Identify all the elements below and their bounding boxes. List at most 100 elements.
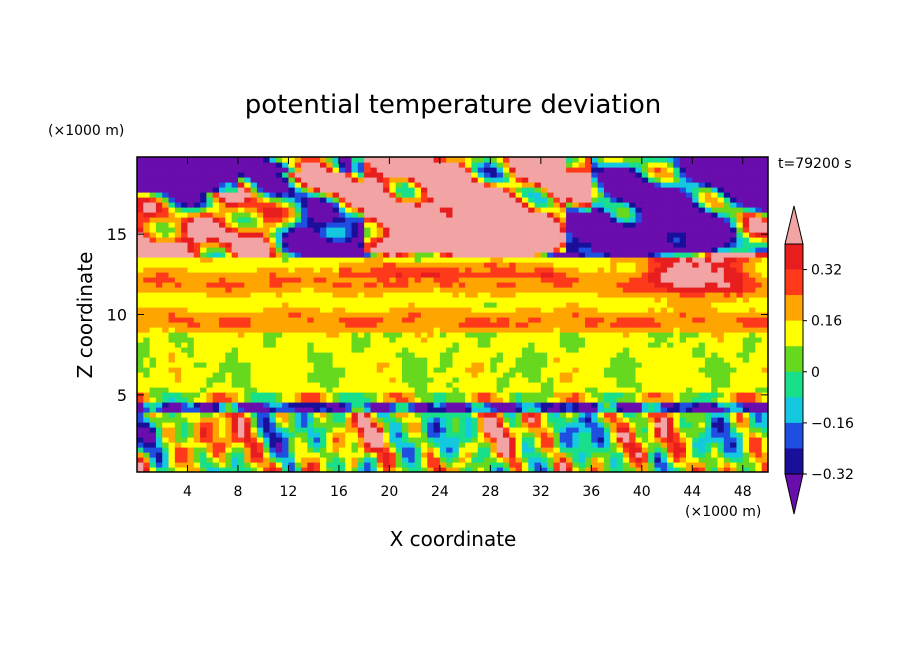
field-cell [269, 317, 277, 323]
field-cell [155, 287, 163, 293]
field-cell [357, 337, 365, 343]
field-cell [402, 382, 409, 388]
field-cell [591, 207, 599, 213]
field-cell [137, 217, 144, 223]
field-cell [250, 362, 258, 368]
field-cell [181, 202, 189, 208]
field-cell [395, 277, 403, 283]
field-cell [332, 427, 340, 433]
field-cell [528, 332, 536, 338]
field-cell [433, 362, 441, 368]
field-cell [326, 432, 334, 438]
field-cell [446, 162, 454, 168]
field-cell [591, 342, 599, 348]
field-cell [395, 177, 403, 183]
field-cell [250, 252, 258, 258]
field-cell [301, 207, 308, 213]
field-cell [471, 217, 479, 223]
field-cell [572, 252, 580, 258]
field-cell [591, 182, 599, 188]
field-cell [244, 207, 252, 213]
field-cell [313, 327, 321, 333]
field-cell [452, 192, 460, 198]
field-cell [427, 467, 435, 472]
field-cell [559, 297, 567, 303]
field-cell [155, 242, 163, 248]
field-cell [528, 382, 536, 388]
field-cell [357, 392, 365, 398]
field-cell [181, 357, 189, 363]
field-cell [559, 177, 567, 183]
field-cell [237, 172, 245, 178]
field-cell [528, 352, 536, 358]
field-cell [616, 392, 624, 398]
field-cell [528, 222, 536, 228]
field-cell [446, 447, 454, 453]
field-cell [635, 457, 643, 463]
field-cell [389, 347, 397, 353]
field-cell [263, 457, 271, 463]
field-cell [622, 337, 630, 343]
field-cell [559, 307, 567, 313]
field-cell [484, 427, 491, 433]
field-cell [509, 362, 517, 368]
field-cell [244, 442, 252, 448]
field-cell [408, 367, 416, 373]
field-cell [149, 372, 157, 378]
field-cell [553, 167, 561, 173]
field-cell [465, 357, 473, 363]
field-cell [332, 407, 340, 413]
field-cell [357, 377, 365, 383]
field-cell [578, 447, 586, 453]
field-cell [307, 367, 315, 373]
field-cell [477, 187, 485, 193]
field-cell [414, 292, 422, 298]
field-cell [566, 347, 573, 353]
field-cell [395, 337, 403, 343]
field-cell [269, 292, 277, 298]
field-cell [275, 262, 283, 268]
field-cell [383, 212, 390, 218]
field-cell [149, 212, 157, 218]
field-cell [168, 337, 176, 343]
field-cell [553, 457, 561, 463]
field-cell [446, 442, 454, 448]
field-cell [307, 212, 315, 218]
field-cell [275, 202, 283, 208]
field-cell [357, 422, 365, 428]
field-cell [168, 397, 176, 403]
field-cell [484, 382, 491, 388]
field-cell [414, 287, 422, 293]
field-cell [629, 217, 637, 223]
field-cell [446, 297, 454, 303]
field-cell [414, 247, 422, 253]
field-cell [616, 457, 624, 463]
field-cell [591, 467, 599, 472]
field-cell [155, 422, 163, 428]
field-cell [578, 237, 586, 243]
field-cell [452, 207, 460, 213]
field-cell [187, 202, 195, 208]
field-cell [206, 207, 214, 213]
field-cell [528, 347, 536, 353]
field-cell [389, 467, 397, 472]
field-cell [496, 172, 504, 178]
field-cell [370, 342, 378, 348]
field-cell [193, 182, 201, 188]
field-cell [597, 192, 605, 198]
field-cell [364, 227, 372, 233]
field-cell [212, 212, 220, 218]
field-cell [502, 377, 510, 383]
field-cell [616, 337, 624, 343]
field-cell [427, 207, 435, 213]
field-cell [597, 307, 605, 313]
field-cell [364, 277, 372, 283]
field-cell [427, 197, 435, 203]
field-cell [414, 392, 422, 398]
field-cell [471, 442, 479, 448]
field-cell [313, 417, 321, 423]
field-cell [616, 247, 624, 253]
field-cell [566, 242, 573, 248]
field-cell [610, 227, 618, 233]
field-cell [515, 362, 523, 368]
